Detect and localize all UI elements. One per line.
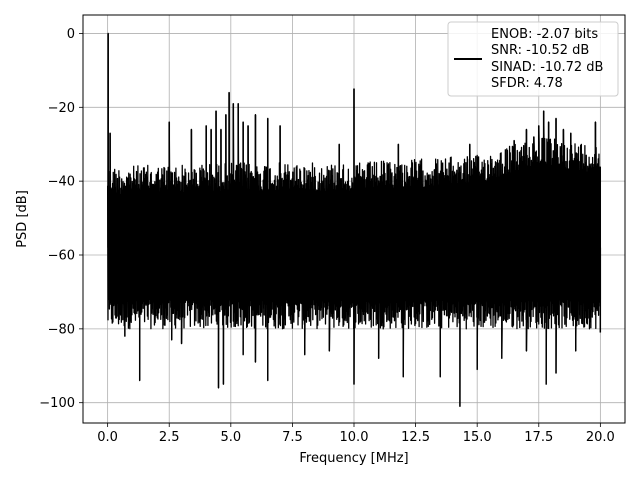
legend-entry-enob: ENOB: -2.07 bits [491,27,598,42]
legend-entry-snr: SNR: -10.52 dB [491,43,589,58]
y-axis: 0 −20 −40 −60 −80 −100 [39,27,83,411]
y-tick-label: −80 [48,322,75,337]
x-tick-label: 7.5 [282,430,303,445]
legend: ENOB: -2.07 bits SNR: -10.52 dB SINAD: -… [447,21,619,97]
legend-entry-sfdr: SFDR: 4.78 [491,76,563,91]
x-tick-label: 2.5 [159,430,180,445]
x-tick-label: 0.0 [97,430,118,445]
x-axis-label: Frequency [MHz] [299,451,408,466]
x-axis: 0.0 2.5 5.0 7.5 10.0 12.5 15.0 17.5 20.0 [97,423,615,445]
x-tick-label: 10.0 [340,430,369,445]
psd-trace [106,32,602,408]
x-tick-label: 17.5 [524,430,553,445]
x-tick-label: 5.0 [220,430,241,445]
y-tick-label: −40 [48,175,75,190]
y-tick-label: 0 [67,27,75,42]
x-tick-label: 12.5 [401,430,430,445]
y-tick-label: −20 [48,101,75,116]
legend-entry-sinad: SINAD: -10.72 dB [491,60,603,75]
x-tick-label: 20.0 [586,430,615,445]
y-tick-label: −100 [39,396,75,411]
y-axis-label: PSD [dB] [15,190,30,248]
x-tick-label: 15.0 [463,430,492,445]
psd-line [106,32,602,408]
legend-box [447,21,619,97]
y-tick-label: −60 [48,249,75,264]
